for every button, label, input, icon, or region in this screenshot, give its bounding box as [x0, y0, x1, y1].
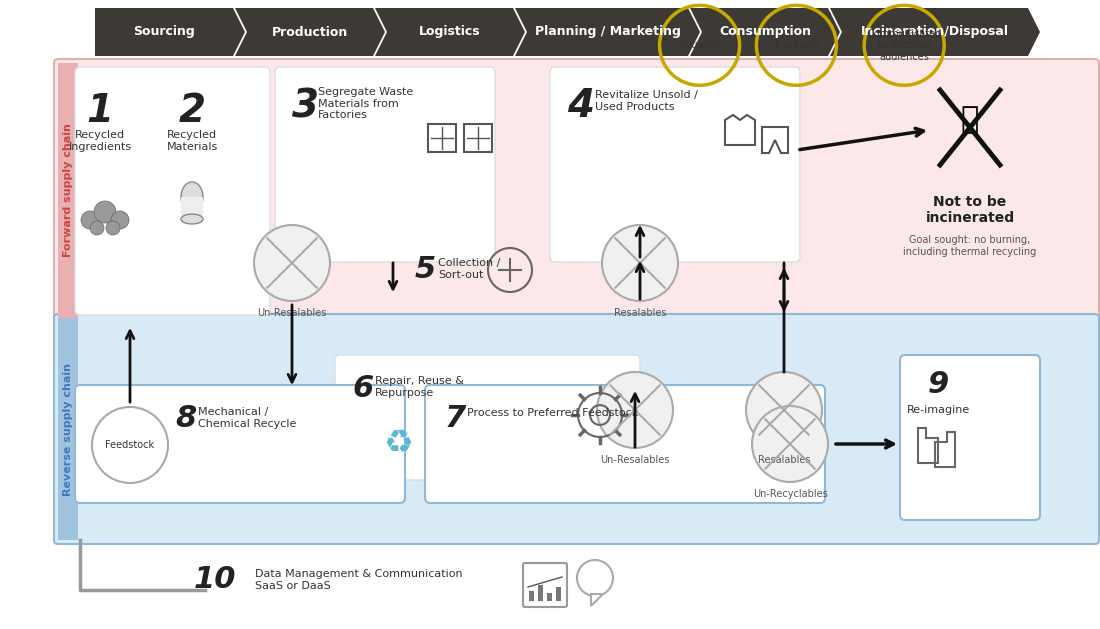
Text: 3: 3 [292, 87, 319, 125]
Text: Repair, Reuse &
Repurpose: Repair, Reuse & Repurpose [375, 376, 464, 398]
FancyBboxPatch shape [54, 314, 1099, 544]
Text: Reverse supply chain: Reverse supply chain [63, 362, 73, 496]
Text: Resalables: Resalables [614, 308, 667, 318]
Bar [538, 585, 543, 601]
Text: Re-imagine: Re-imagine [906, 405, 969, 415]
Polygon shape [515, 8, 700, 56]
Circle shape [752, 406, 828, 482]
Text: Communicated
to external
audiences: Communicated to external audiences [867, 29, 942, 62]
Ellipse shape [182, 182, 204, 212]
FancyBboxPatch shape [75, 67, 270, 315]
Text: Mechanical /
Chemical Recycle: Mechanical / Chemical Recycle [198, 407, 296, 428]
Polygon shape [95, 8, 245, 56]
Text: Traceable: Traceable [773, 40, 820, 50]
Circle shape [81, 211, 99, 229]
Circle shape [746, 372, 822, 448]
Bar [529, 591, 534, 601]
Text: Goal sought: no burning,
including thermal recycling: Goal sought: no burning, including therm… [903, 235, 1036, 257]
Text: Feedstock: Feedstock [106, 440, 155, 450]
FancyBboxPatch shape [336, 355, 640, 480]
Text: Incineration/Disposal: Incineration/Disposal [861, 26, 1009, 38]
Bar [464, 124, 492, 152]
Text: Consumption: Consumption [719, 26, 811, 38]
Text: Resalables: Resalables [758, 455, 811, 465]
Text: Logistics: Logistics [419, 26, 481, 38]
FancyBboxPatch shape [58, 318, 78, 540]
Circle shape [92, 407, 168, 483]
Text: Collection /
Sort-out: Collection / Sort-out [438, 258, 500, 280]
Circle shape [94, 201, 115, 223]
FancyBboxPatch shape [522, 563, 566, 607]
Circle shape [254, 225, 330, 301]
Text: Process to Preferred Feedstock: Process to Preferred Feedstock [468, 408, 638, 418]
Ellipse shape [182, 214, 204, 224]
Text: Un-Resalables: Un-Resalables [257, 308, 327, 318]
FancyBboxPatch shape [900, 355, 1040, 520]
FancyBboxPatch shape [275, 67, 495, 262]
Text: 5: 5 [415, 255, 437, 284]
Text: 🔥: 🔥 [961, 106, 979, 135]
Text: 10: 10 [194, 565, 236, 594]
Text: ♻: ♻ [383, 428, 412, 460]
Text: 2: 2 [178, 92, 206, 130]
Bar [428, 124, 456, 152]
Bar [556, 587, 561, 601]
Circle shape [111, 211, 129, 229]
FancyBboxPatch shape [75, 385, 405, 503]
Circle shape [597, 372, 673, 448]
FancyBboxPatch shape [425, 385, 825, 503]
Text: 7: 7 [446, 404, 466, 433]
Bar [182, 197, 204, 219]
Text: Visualize: Visualize [678, 40, 722, 50]
Polygon shape [690, 8, 840, 56]
Polygon shape [591, 594, 603, 606]
Text: 1: 1 [87, 92, 113, 130]
Circle shape [602, 225, 678, 301]
Text: Recycled
Ingredients: Recycled Ingredients [68, 130, 132, 152]
Text: Forward supply chain: Forward supply chain [63, 123, 73, 257]
Bar [547, 593, 552, 601]
Text: 8: 8 [175, 404, 196, 433]
FancyBboxPatch shape [550, 67, 800, 262]
Text: Revitalize Unsold /
Used Products: Revitalize Unsold / Used Products [595, 90, 697, 111]
Circle shape [106, 221, 120, 235]
Text: Un-Recyclables: Un-Recyclables [752, 489, 827, 499]
FancyBboxPatch shape [54, 59, 1099, 322]
Polygon shape [375, 8, 525, 56]
Text: 9: 9 [927, 370, 948, 399]
FancyBboxPatch shape [58, 63, 78, 318]
Polygon shape [830, 8, 1040, 56]
Text: Segregate Waste
Materials from
Factories: Segregate Waste Materials from Factories [318, 87, 414, 120]
Text: Production: Production [272, 26, 348, 38]
Text: 6: 6 [352, 374, 373, 403]
Polygon shape [235, 8, 385, 56]
Text: Planning / Marketing: Planning / Marketing [535, 26, 681, 38]
Circle shape [90, 221, 104, 235]
Text: Un-Resalables: Un-Resalables [601, 455, 670, 465]
Text: Recycled
Materials: Recycled Materials [166, 130, 218, 152]
Text: 4: 4 [566, 87, 594, 125]
Text: Data Management & Communication
SaaS or DaaS: Data Management & Communication SaaS or … [255, 569, 463, 591]
Text: Sourcing: Sourcing [133, 26, 195, 38]
Text: Not to be
incinerated: Not to be incinerated [925, 195, 1014, 225]
